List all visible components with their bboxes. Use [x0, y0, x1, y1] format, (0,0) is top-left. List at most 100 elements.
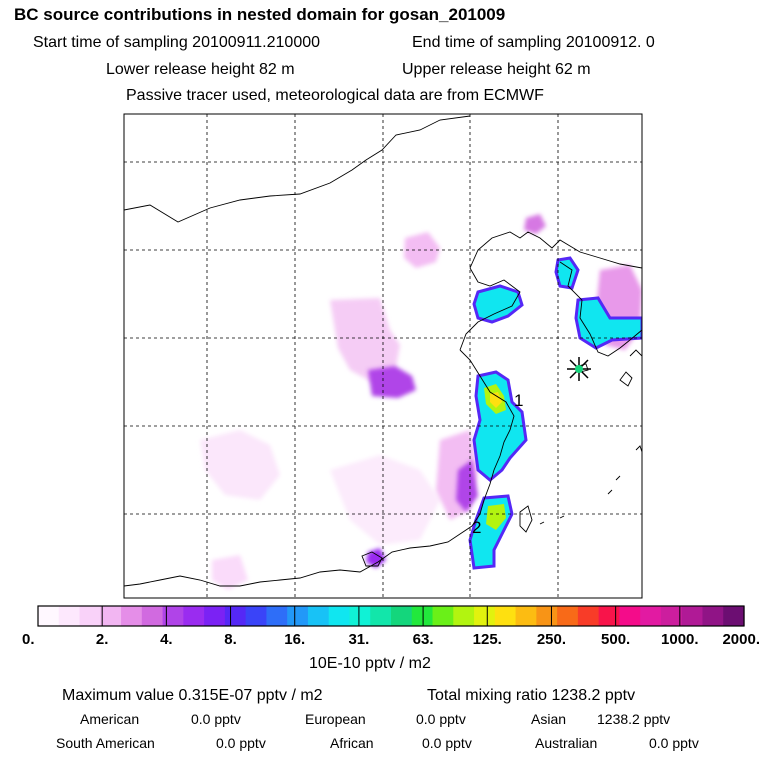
upper-release-height-label: Upper release height 62 m [402, 61, 591, 78]
colorbar-swatch [100, 606, 122, 626]
coastlines [124, 115, 642, 587]
hotspot-korea-north [554, 256, 580, 290]
plume-purple-center [368, 366, 416, 398]
south-american-label: South American [56, 735, 155, 751]
tracer-note: Passive tracer used, meteorological data… [126, 87, 544, 104]
receptor-star-icon [567, 357, 591, 381]
hotspot-korea [574, 296, 642, 350]
colorbar-swatch [287, 606, 309, 626]
colorbar-ticks: 0. 2. 4. 8. 16. 31. 63. 125. 250. 500. 1000. 2000. [22, 606, 760, 648]
colorbar-swatch [349, 606, 371, 626]
total-mixing-ratio-label: Total mixing ratio 1238.2 pptv [427, 687, 636, 704]
european-value: 0.0 pptv [416, 711, 466, 727]
colorbar-swatch [557, 606, 579, 626]
colorbar-swatch [162, 606, 184, 626]
colorbar-swatch [640, 606, 662, 626]
australian-label: Australian [535, 735, 598, 751]
colorbar-swatch [536, 606, 558, 626]
hotspot-shandong [472, 284, 524, 324]
colorbar-swatch [598, 606, 621, 626]
plume-faint-south [330, 455, 440, 545]
colorbar-tick-label: 125. [473, 631, 502, 648]
plume-faint-southcoast [212, 555, 248, 590]
colorbar-swatch [121, 606, 143, 626]
colorbar-tick-label: 1000. [661, 631, 699, 648]
colorbar-swatch [224, 606, 247, 626]
map-grid [124, 114, 642, 598]
african-label: African [330, 735, 374, 751]
coast-taiwan [519, 505, 533, 533]
colorbar-swatch [38, 606, 60, 626]
colorbar-unit-label: 10E-10 pptv / m2 [309, 655, 431, 672]
european-label: European [305, 711, 366, 727]
colorbar-swatch [391, 606, 413, 626]
colorbar-tick-label: 250. [537, 631, 566, 648]
american-value: 0.0 pptv [191, 711, 241, 727]
colorbar-swatch [370, 606, 392, 626]
colorbar-swatch [58, 606, 81, 626]
asian-label: Asian [531, 711, 567, 727]
maximum-value-label: Maximum value 0.315E-07 pptv / m2 [62, 687, 323, 704]
colorbar-swatch [723, 606, 745, 626]
colorbar-swatch [141, 606, 164, 626]
annotation-2: 2 [472, 518, 481, 537]
colorbar-swatch [702, 606, 724, 626]
colorbar-swatch [660, 606, 683, 626]
colorbar-tick-label: 2000. [722, 631, 760, 648]
colorbar-swatch [681, 606, 704, 626]
start-time-label: Start time of sampling 20100911.210000 [33, 34, 321, 51]
end-time-label: End time of sampling 20100912. 0 [412, 34, 655, 51]
colorbar-swatch [515, 606, 537, 626]
plume-bohai [524, 214, 546, 234]
coast-bohai [469, 231, 642, 269]
map-frame [123, 113, 643, 599]
lower-release-height-label: Lower release height 82 m [106, 61, 295, 78]
plume-faint-west [330, 298, 400, 382]
colorbar-swatch [204, 606, 226, 626]
colorbar-swatch [577, 606, 600, 626]
african-value: 0.0 pptv [422, 735, 472, 751]
plume-faint-north [404, 232, 440, 268]
coast-east-china [124, 349, 515, 587]
colorbar [38, 606, 745, 626]
south-american-value: 0.0 pptv [216, 735, 266, 751]
colorbar-tick-label: 8. [224, 631, 237, 648]
coast-hainan [361, 551, 383, 567]
colorbar-swatch [328, 606, 351, 626]
plume-purple-coast [456, 460, 478, 512]
chart-title: BC source contributions in nested domain… [14, 5, 506, 24]
plume-purple-hainan [366, 548, 386, 568]
asian-value: 1238.2 pptv [597, 711, 671, 727]
coast-ryukyu [539, 445, 642, 525]
colorbar-swatch [245, 606, 268, 626]
colorbar-tick-label: 16. [284, 631, 305, 648]
coast-japan-kyushu [619, 349, 642, 387]
colorbar-swatch [619, 606, 641, 626]
colorbar-swatch [411, 606, 434, 626]
hotspot-pearl-core [486, 504, 506, 530]
colorbar-tick-label: 2. [96, 631, 109, 648]
coast-shandong [459, 267, 521, 351]
colorbar-tick-label: 31. [348, 631, 369, 648]
colorbar-swatch [183, 606, 205, 626]
colorbar-swatch [432, 606, 454, 626]
concentration-field-medium [366, 366, 478, 568]
map-plot-area: 1 2 [124, 114, 642, 598]
colorbar-tick-label: 63. [413, 631, 434, 648]
hotspot-yangtze-peak [490, 392, 502, 408]
colorbar-swatch [494, 606, 517, 626]
plume-faint-southwest [200, 430, 280, 500]
colorbar-tick-label: 0. [22, 631, 35, 648]
colorbar-swatch [266, 606, 288, 626]
concentration-field-high [468, 256, 642, 570]
american-label: American [80, 711, 140, 727]
annotation-1: 1 [514, 391, 523, 410]
colorbar-swatch [453, 606, 475, 626]
colorbar-tick-label: 500. [601, 631, 630, 648]
colorbar-frame [37, 605, 745, 627]
australian-value: 0.0 pptv [649, 735, 699, 751]
colorbar-swatch [307, 606, 330, 626]
colorbar-swatch [474, 606, 496, 626]
coast-korea [559, 261, 642, 357]
